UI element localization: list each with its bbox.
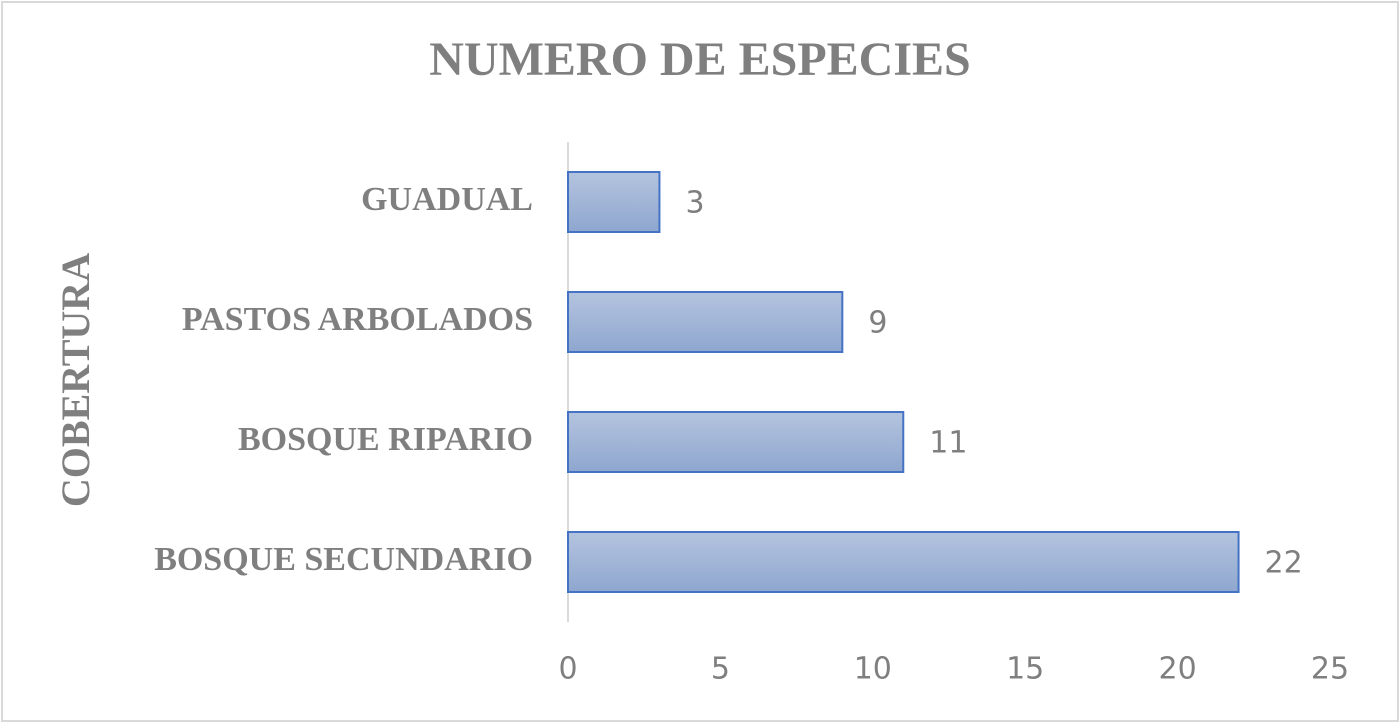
x-tick-label: 20 bbox=[1159, 652, 1197, 687]
data-label: 9 bbox=[868, 306, 887, 341]
bar bbox=[567, 531, 1240, 593]
data-label: 11 bbox=[929, 426, 967, 461]
y-tick-label: BOSQUE SECUNDARIO bbox=[154, 541, 533, 578]
data-label: 22 bbox=[1265, 546, 1303, 581]
bar bbox=[567, 171, 661, 233]
y-tick-label: GUADUAL bbox=[361, 181, 533, 218]
data-label: 3 bbox=[685, 186, 704, 221]
x-tick-label: 10 bbox=[854, 652, 892, 687]
x-tick-label: 15 bbox=[1006, 652, 1044, 687]
bar bbox=[567, 291, 844, 353]
x-tick-label: 0 bbox=[558, 652, 577, 687]
chart-title: NUMERO DE ESPECIES bbox=[429, 33, 970, 86]
y-tick-label: PASTOS ARBOLADOS bbox=[182, 301, 533, 338]
x-tick-label: 25 bbox=[1311, 652, 1349, 687]
bar bbox=[567, 411, 905, 473]
x-tick-label: 5 bbox=[711, 652, 730, 687]
y-tick-label: BOSQUE RIPARIO bbox=[238, 421, 533, 458]
y-axis-label: COBERTURA bbox=[53, 253, 98, 507]
